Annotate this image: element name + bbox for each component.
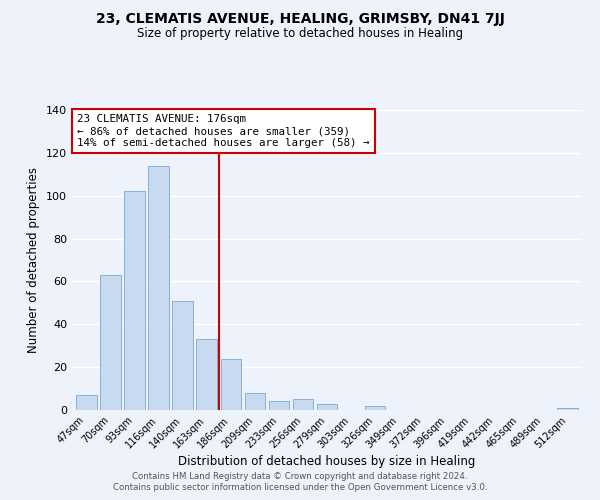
Bar	[124, 192, 145, 410]
Text: 23, CLEMATIS AVENUE, HEALING, GRIMSBY, DN41 7JJ: 23, CLEMATIS AVENUE, HEALING, GRIMSBY, D…	[95, 12, 505, 26]
Bar	[557, 408, 578, 410]
Text: 23 CLEMATIS AVENUE: 176sqm
← 86% of detached houses are smaller (359)
14% of sem: 23 CLEMATIS AVENUE: 176sqm ← 86% of deta…	[77, 114, 370, 148]
Bar	[221, 358, 241, 410]
Bar	[100, 275, 121, 410]
Bar	[269, 402, 289, 410]
Bar	[196, 340, 217, 410]
Y-axis label: Number of detached properties: Number of detached properties	[28, 167, 40, 353]
X-axis label: Distribution of detached houses by size in Healing: Distribution of detached houses by size …	[178, 456, 476, 468]
Text: Contains public sector information licensed under the Open Government Licence v3: Contains public sector information licen…	[113, 484, 487, 492]
Bar	[148, 166, 169, 410]
Text: Size of property relative to detached houses in Healing: Size of property relative to detached ho…	[137, 28, 463, 40]
Text: Contains HM Land Registry data © Crown copyright and database right 2024.: Contains HM Land Registry data © Crown c…	[132, 472, 468, 481]
Bar	[245, 393, 265, 410]
Bar	[76, 395, 97, 410]
Bar	[365, 406, 385, 410]
Bar	[172, 300, 193, 410]
Bar	[293, 400, 313, 410]
Bar	[317, 404, 337, 410]
